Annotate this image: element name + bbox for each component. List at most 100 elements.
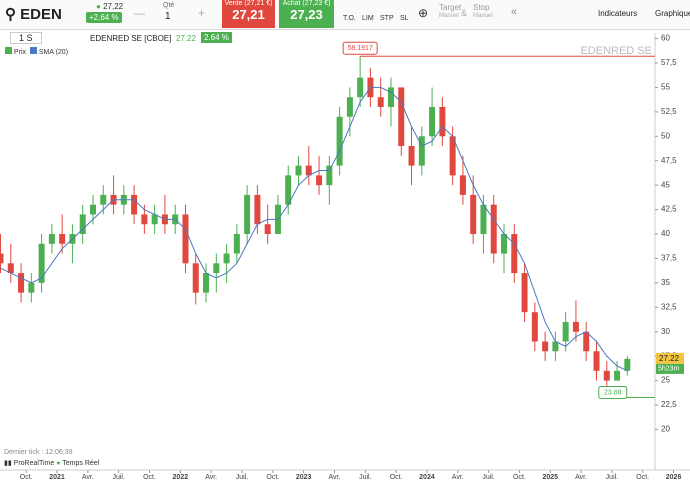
candle-body [213, 263, 220, 274]
y-tick-label: 20 [661, 425, 670, 434]
candle-body [59, 234, 66, 244]
buy-label: Achat (27,23 €) [282, 0, 331, 7]
collapse[interactable]: « [511, 6, 518, 18]
min-box [598, 386, 628, 400]
x-tick-label: 2023 [296, 474, 312, 481]
order-type[interactable]: T.O. [343, 15, 356, 22]
y-tick-label: 47,5 [661, 156, 677, 165]
x-tick-label: Avr. [82, 474, 94, 481]
x-tick-label: Juil. [236, 474, 249, 481]
instrument: EDENRED SE [CBOE] [90, 34, 172, 43]
candle-body [357, 77, 364, 98]
candle-body [254, 194, 261, 225]
x-tick-label: 2022 [173, 474, 189, 481]
candle-body [100, 194, 107, 205]
period[interactable]: 1 S [10, 32, 42, 44]
x-tick-label: 2021 [49, 474, 65, 481]
stop[interactable]: Stop [473, 3, 490, 12]
symbol[interactable]: ⚲ EDEN [5, 6, 62, 23]
candle-body [542, 341, 549, 352]
target-sub: Manuel [439, 13, 459, 19]
x-tick-label: Oct. [143, 474, 156, 481]
chart-menu[interactable]: Graphique [655, 9, 690, 18]
y-tick-label: 50 [661, 131, 670, 140]
candle-body [131, 194, 138, 215]
stop-sub: Manuel [473, 13, 493, 19]
legend-label: SMA (20) [38, 49, 69, 56]
buy-button[interactable]: Achat (27,23 €) 27,23 [279, 0, 334, 28]
sma-line [0, 86, 628, 372]
sub-price: 27.22 [176, 34, 197, 43]
candle-body [531, 312, 538, 342]
x-tick-label: 2026 [666, 474, 682, 481]
y-tick-label: 45 [661, 180, 670, 189]
candle-body [141, 214, 148, 225]
candle-body [562, 321, 569, 342]
candle-body [18, 273, 25, 293]
candle-body [244, 194, 251, 235]
candle-body [151, 214, 158, 225]
y-tick-label: 30 [661, 327, 670, 336]
candle-body [48, 234, 55, 244]
last-text: 27,22 [103, 2, 124, 11]
footer: ▮▮ ProRealTime ● Temps Réel [4, 460, 100, 467]
candle-body [470, 194, 477, 235]
y-tick-label: 55 [661, 83, 670, 92]
amp: & [461, 8, 468, 18]
candle-body [346, 97, 353, 117]
qty[interactable]: 1 [165, 11, 171, 22]
candle-body [305, 165, 312, 176]
candle-body [398, 87, 405, 147]
order-type[interactable]: LIM [362, 15, 374, 22]
y-tick-label: 37,5 [661, 254, 677, 263]
candle-body [192, 263, 199, 293]
candle-body [182, 214, 189, 264]
candle-body [264, 224, 271, 235]
change: +2,64 % [86, 12, 122, 23]
y-tick-label: 32,5 [661, 302, 677, 311]
min-label: 23.88 [604, 389, 622, 396]
indicators[interactable]: Indicateurs [598, 9, 638, 18]
x-tick-label: Oct. [390, 474, 403, 481]
buy-price: 27,23 [290, 7, 323, 22]
y-tick-label: 42,5 [661, 205, 677, 214]
candle-body [490, 204, 497, 254]
candle-body [7, 263, 14, 274]
x-tick-label: Avr. [575, 474, 587, 481]
x-tick-label: Juil. [112, 474, 125, 481]
target[interactable]: Target [439, 3, 462, 12]
x-tick-label: 2024 [419, 474, 435, 481]
candle-body [285, 175, 292, 205]
candle-body [459, 175, 466, 195]
x-tick-label: Avr. [205, 474, 217, 481]
watermark: EDENRED SE [580, 45, 652, 57]
candle-body [501, 234, 508, 254]
candle-body [38, 243, 45, 283]
add-icon[interactable]: ⊕ [418, 6, 429, 20]
candle-body [521, 273, 528, 313]
candle-body [603, 370, 610, 381]
max-label: 58.1917 [348, 45, 373, 52]
y-tick-label: 52,5 [661, 107, 677, 116]
candle-body [336, 116, 343, 166]
brand: ProRealTime [13, 460, 55, 467]
max-box [342, 41, 378, 55]
candle-body [203, 273, 210, 293]
candle-body [449, 136, 456, 176]
x-tick-label: Juil. [606, 474, 619, 481]
x-tick-label: Avr. [452, 474, 464, 481]
minus[interactable]: — [134, 8, 145, 20]
plus[interactable]: + [198, 6, 206, 20]
last-tick: Dernier tick : 12:06:39 [4, 449, 73, 456]
candle-body [480, 204, 487, 235]
x-tick-label: 2025 [542, 474, 558, 481]
y-tick-label: 40 [661, 229, 670, 238]
toolbar: ⚲ EDEN ● 27,22 +2,64 % — Qté 1 + Vente (… [0, 0, 690, 30]
order-type[interactable]: STP [380, 15, 394, 22]
sell-button[interactable]: Vente (27,21 €) 27,21 [222, 0, 275, 28]
x-tick-label: Oct. [513, 474, 526, 481]
order-type[interactable]: SL [400, 15, 409, 22]
candle-body [418, 136, 425, 166]
candle-body [387, 87, 394, 107]
